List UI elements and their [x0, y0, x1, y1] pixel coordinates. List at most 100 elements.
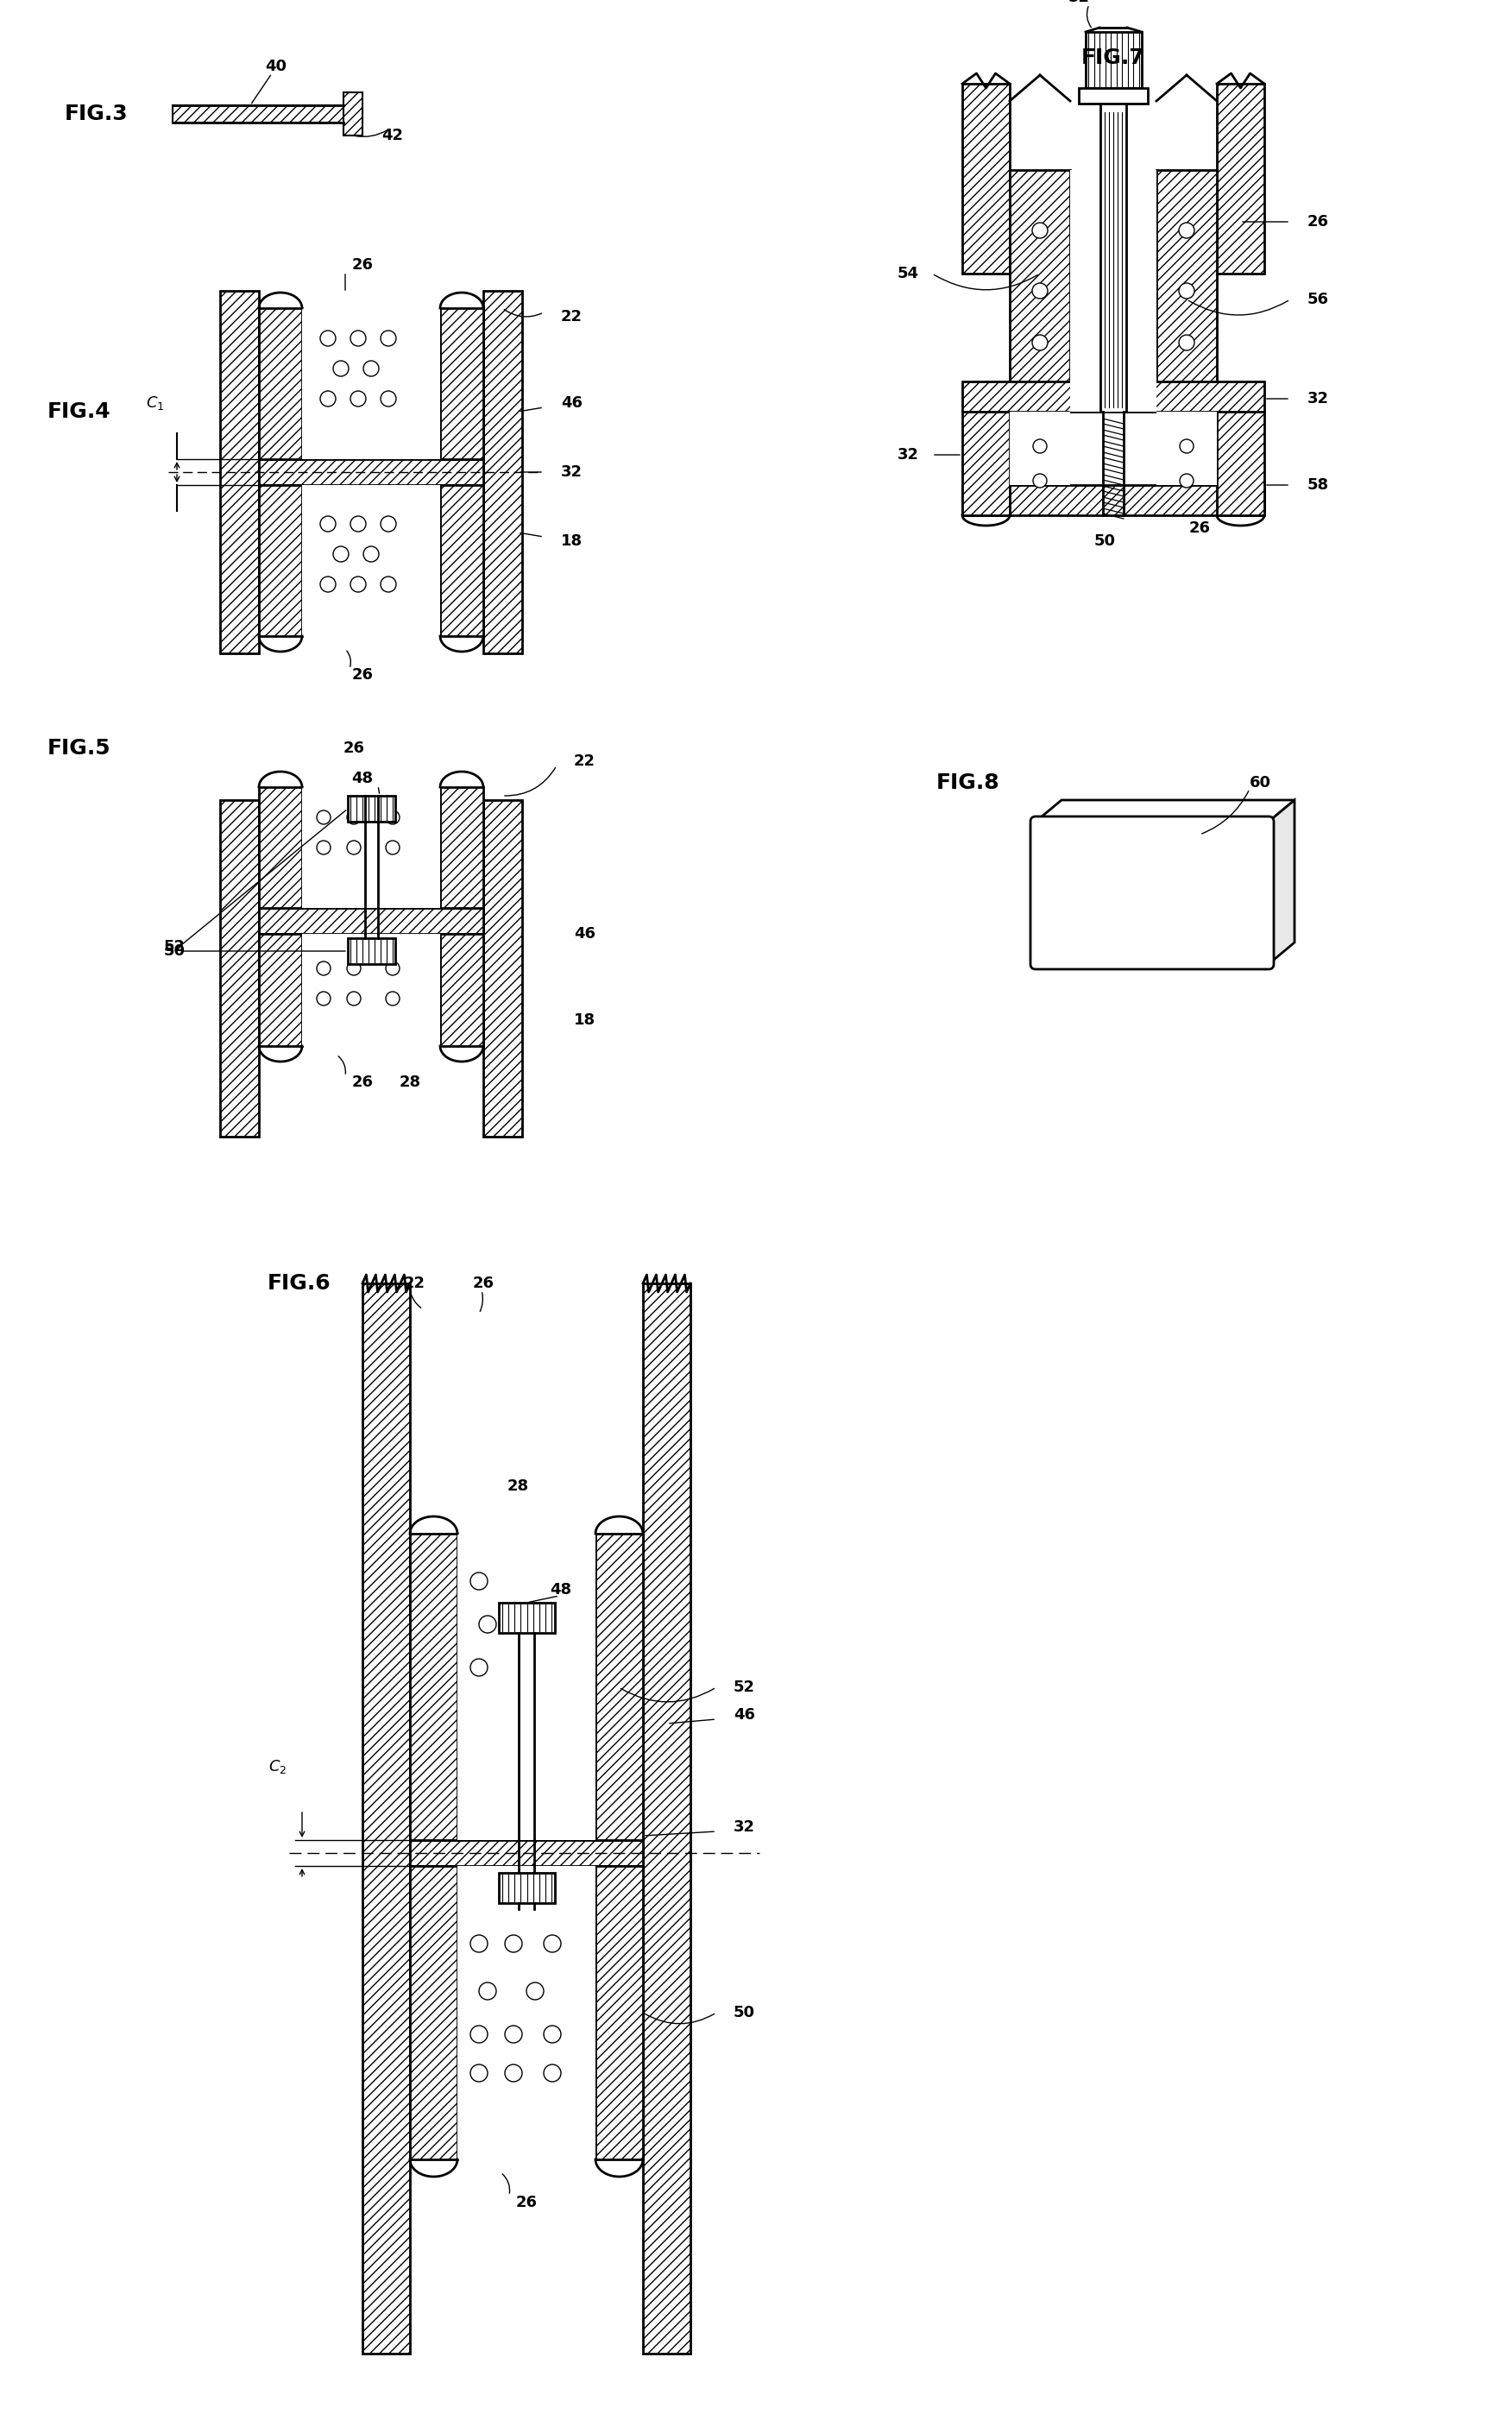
- Bar: [1086, 31, 1142, 87]
- Text: 32: 32: [1308, 391, 1329, 406]
- Text: 22: 22: [561, 309, 582, 323]
- Bar: [643, 1284, 691, 2354]
- Bar: [440, 934, 484, 1045]
- Bar: [962, 84, 1010, 273]
- Bar: [484, 290, 522, 654]
- Circle shape: [351, 577, 366, 591]
- Circle shape: [544, 2025, 561, 2042]
- FancyBboxPatch shape: [1031, 816, 1273, 970]
- Text: 22: 22: [404, 1275, 425, 1291]
- Text: 58: 58: [1308, 478, 1329, 492]
- Text: FIG.7: FIG.7: [1081, 48, 1145, 68]
- Text: 50: 50: [163, 944, 186, 958]
- Polygon shape: [1036, 799, 1294, 821]
- Circle shape: [386, 840, 399, 855]
- Bar: [348, 797, 395, 821]
- Bar: [410, 1839, 643, 1866]
- Bar: [302, 309, 440, 459]
- Text: 32: 32: [733, 1820, 754, 1835]
- Bar: [259, 934, 302, 1045]
- Circle shape: [470, 1658, 487, 1675]
- Bar: [259, 908, 484, 934]
- Circle shape: [381, 331, 396, 345]
- Circle shape: [479, 1982, 496, 1999]
- Bar: [348, 939, 395, 963]
- Circle shape: [316, 840, 331, 855]
- Text: 56: 56: [1308, 292, 1329, 307]
- Circle shape: [544, 1936, 561, 1953]
- Text: 50: 50: [1093, 533, 1116, 548]
- Text: 26: 26: [516, 2194, 537, 2211]
- Circle shape: [470, 1936, 487, 1953]
- Circle shape: [316, 992, 331, 1007]
- Text: 46: 46: [561, 396, 582, 410]
- Circle shape: [505, 2064, 522, 2081]
- Bar: [458, 1533, 596, 1839]
- Circle shape: [470, 2064, 487, 2081]
- Circle shape: [381, 517, 396, 531]
- Circle shape: [386, 961, 399, 975]
- Circle shape: [351, 391, 366, 406]
- Bar: [259, 309, 302, 459]
- Circle shape: [1179, 473, 1193, 488]
- Circle shape: [1033, 439, 1046, 454]
- Bar: [440, 787, 484, 908]
- Circle shape: [321, 331, 336, 345]
- Bar: [302, 934, 440, 1045]
- Circle shape: [1033, 282, 1048, 299]
- Circle shape: [1179, 336, 1194, 350]
- Circle shape: [351, 331, 366, 345]
- Text: 46: 46: [575, 927, 596, 941]
- Text: $C_1$: $C_1$: [147, 393, 165, 413]
- Bar: [259, 787, 302, 908]
- Text: 28: 28: [507, 1477, 529, 1494]
- Bar: [1157, 169, 1217, 413]
- Bar: [302, 787, 440, 908]
- Text: 32: 32: [898, 447, 919, 463]
- Text: FIG.5: FIG.5: [47, 739, 110, 758]
- Bar: [440, 309, 484, 459]
- Circle shape: [363, 360, 380, 377]
- Bar: [302, 485, 440, 635]
- Text: 54: 54: [898, 266, 919, 282]
- Bar: [1010, 413, 1070, 485]
- Text: 28: 28: [399, 1074, 420, 1091]
- Bar: [221, 799, 259, 1137]
- Bar: [343, 92, 363, 135]
- Text: FIG.6: FIG.6: [268, 1272, 331, 1294]
- Bar: [410, 1866, 458, 2161]
- Bar: [440, 485, 484, 635]
- Text: 26: 26: [352, 666, 373, 683]
- Circle shape: [363, 546, 380, 562]
- Circle shape: [381, 577, 396, 591]
- Circle shape: [351, 517, 366, 531]
- Circle shape: [386, 992, 399, 1007]
- Circle shape: [321, 391, 336, 406]
- Text: 26: 26: [343, 741, 364, 756]
- Text: 48: 48: [550, 1581, 572, 1598]
- Text: 52: 52: [163, 939, 186, 954]
- Text: 52: 52: [1067, 0, 1090, 5]
- Circle shape: [333, 360, 349, 377]
- Bar: [596, 1866, 643, 2161]
- Text: 48: 48: [352, 770, 373, 787]
- Circle shape: [346, 840, 361, 855]
- Text: 42: 42: [383, 128, 404, 142]
- Circle shape: [333, 546, 349, 562]
- Text: FIG.3: FIG.3: [65, 104, 129, 123]
- Bar: [172, 106, 363, 123]
- Text: 26: 26: [1308, 215, 1329, 229]
- Bar: [596, 1533, 643, 1839]
- Bar: [1217, 84, 1264, 273]
- Circle shape: [470, 1572, 487, 1591]
- Circle shape: [1179, 282, 1194, 299]
- Circle shape: [505, 1936, 522, 1953]
- Text: $C_2$: $C_2$: [269, 1757, 287, 1774]
- Circle shape: [316, 961, 331, 975]
- Bar: [259, 485, 302, 635]
- Circle shape: [1179, 439, 1193, 454]
- Text: 60: 60: [1249, 775, 1270, 789]
- Circle shape: [1033, 473, 1046, 488]
- Circle shape: [346, 992, 361, 1007]
- Bar: [962, 485, 1264, 514]
